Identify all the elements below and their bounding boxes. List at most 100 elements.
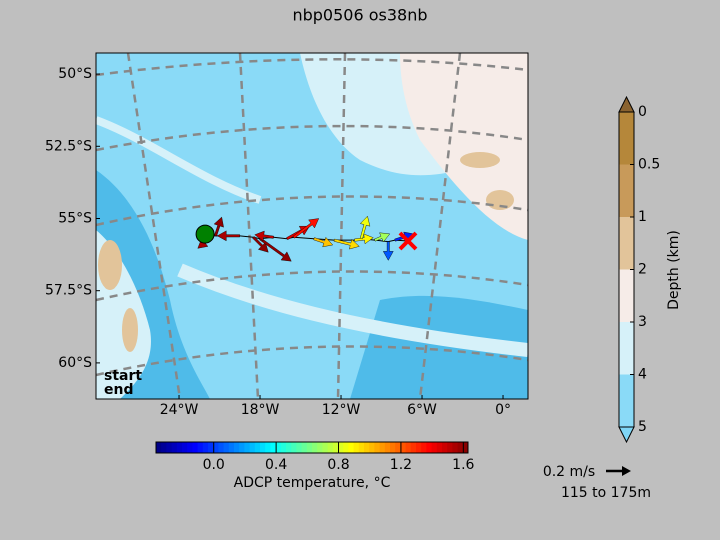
depth-extension (618, 426, 635, 444)
depth-tick-label: 0.5 (638, 157, 660, 173)
colorbar-segment (218, 442, 225, 453)
temperature-label: ADCP temperature, °C (234, 475, 391, 491)
colorbar-segment (364, 442, 370, 453)
colorbar-segment (322, 442, 329, 453)
colorbar-segment (442, 442, 448, 453)
velocity-vector (354, 233, 374, 245)
depth-tick-label: 2 (638, 262, 647, 278)
depth-tick-label: 1 (638, 209, 647, 225)
velocity-vector (259, 237, 292, 262)
x-tick-label: 12°W (322, 402, 361, 418)
colorbar-segment (296, 442, 303, 453)
colorbar-segment (343, 442, 349, 453)
colorbar-segment (384, 442, 391, 453)
map-frame (95, 52, 529, 400)
colorbar-segment (462, 442, 469, 453)
depth-band (619, 217, 634, 270)
y-tick-label: 50°S (58, 66, 92, 82)
colorbar-segment (270, 442, 277, 453)
depth-tick-label: 5 (638, 419, 647, 435)
colorbar-tick-label: 0.8 (327, 457, 349, 473)
colorbar-segment (447, 442, 453, 453)
colorbar-segment (452, 442, 459, 453)
depth-extension (618, 95, 635, 113)
velocity-vector (333, 238, 360, 250)
colorbar-segment (457, 442, 464, 453)
depth-tick-label: 4 (638, 367, 647, 383)
colorbar-segment (405, 442, 412, 453)
velocity-vector (252, 236, 269, 253)
depth-range: 115 to 175m (561, 485, 651, 501)
colorbar-segment (161, 442, 167, 453)
colorbar-segment (265, 442, 271, 453)
colorbar-segment (353, 442, 360, 453)
colorbar-segment (239, 442, 245, 453)
colorbar-tick-label: 0.0 (203, 457, 225, 473)
colorbar-segment (166, 442, 173, 453)
colorbar-segment (369, 442, 375, 453)
y-tick-label: 57.5°S (45, 283, 92, 299)
depth-tick-label: 3 (638, 314, 647, 330)
colorbar-segment (249, 442, 256, 453)
colorbar-tick-label: 1.2 (390, 457, 412, 473)
scale-arrow (606, 466, 631, 476)
depth-tick-label: 0 (638, 104, 647, 120)
colorbar-segment (301, 442, 308, 453)
colorbar-segment (244, 442, 251, 453)
velocity-vector (382, 241, 394, 261)
title: nbp0506 os38nb (292, 6, 427, 25)
colorbar-segment (374, 442, 381, 453)
colorbar-segment (306, 442, 313, 453)
y-tick-label: 60°S (58, 355, 92, 371)
colorbar-segment (291, 442, 297, 453)
colorbar-segment (312, 442, 318, 453)
colorbar-segment (280, 442, 287, 453)
colorbar-segment (395, 442, 401, 453)
velocity-vector (313, 236, 334, 248)
colorbar-segment (254, 442, 261, 453)
velocity-vector (359, 215, 371, 240)
colorbar-segment (260, 442, 266, 453)
depth-label: Depth (km) (666, 230, 682, 310)
colorbar-segment (317, 442, 323, 453)
depth-band (619, 374, 634, 427)
depth-band (619, 164, 634, 217)
colorbar-segment (234, 442, 240, 453)
colorbar-frame (155, 441, 469, 454)
velocity-vector (292, 218, 320, 239)
y-tick-label: 52.5°S (45, 138, 92, 154)
x-tick-label: 18°W (241, 402, 280, 418)
start-label: start (104, 368, 142, 384)
velocity-vector (213, 216, 224, 237)
colorbar-segment (171, 442, 178, 453)
velocity-vector (216, 230, 240, 242)
colorbar-segment (421, 442, 427, 453)
colorbar-segment (390, 442, 396, 453)
colorbar-segment (431, 442, 438, 453)
depth-band (619, 322, 634, 375)
colorbar-segment (182, 442, 188, 453)
x-tick-label: 0° (495, 402, 511, 418)
colorbar-segment (192, 442, 199, 453)
x-tick-label: 24°W (160, 402, 199, 418)
end-label: end (104, 382, 133, 398)
colorbar-segment (176, 442, 183, 453)
colorbar-segment (327, 442, 334, 453)
bathymetry (96, 53, 528, 399)
velocity-vector (374, 232, 391, 243)
colorbar-segment (197, 442, 204, 453)
velocity-vector (254, 230, 274, 242)
colorbar-segment (187, 442, 193, 453)
colorbar-segment (223, 442, 230, 453)
scale-label: 0.2 m/s (543, 464, 595, 480)
colorbar-segment (156, 442, 162, 453)
start-marker (195, 224, 215, 244)
end-marker (398, 231, 418, 251)
colorbar-segment (228, 442, 235, 453)
colorbar-segment (410, 442, 417, 453)
colorbar-segment (358, 442, 365, 453)
colorbar-segment (332, 442, 339, 453)
colorbar-segment (436, 442, 443, 453)
colorbar-tick-label: 1.6 (452, 457, 474, 473)
